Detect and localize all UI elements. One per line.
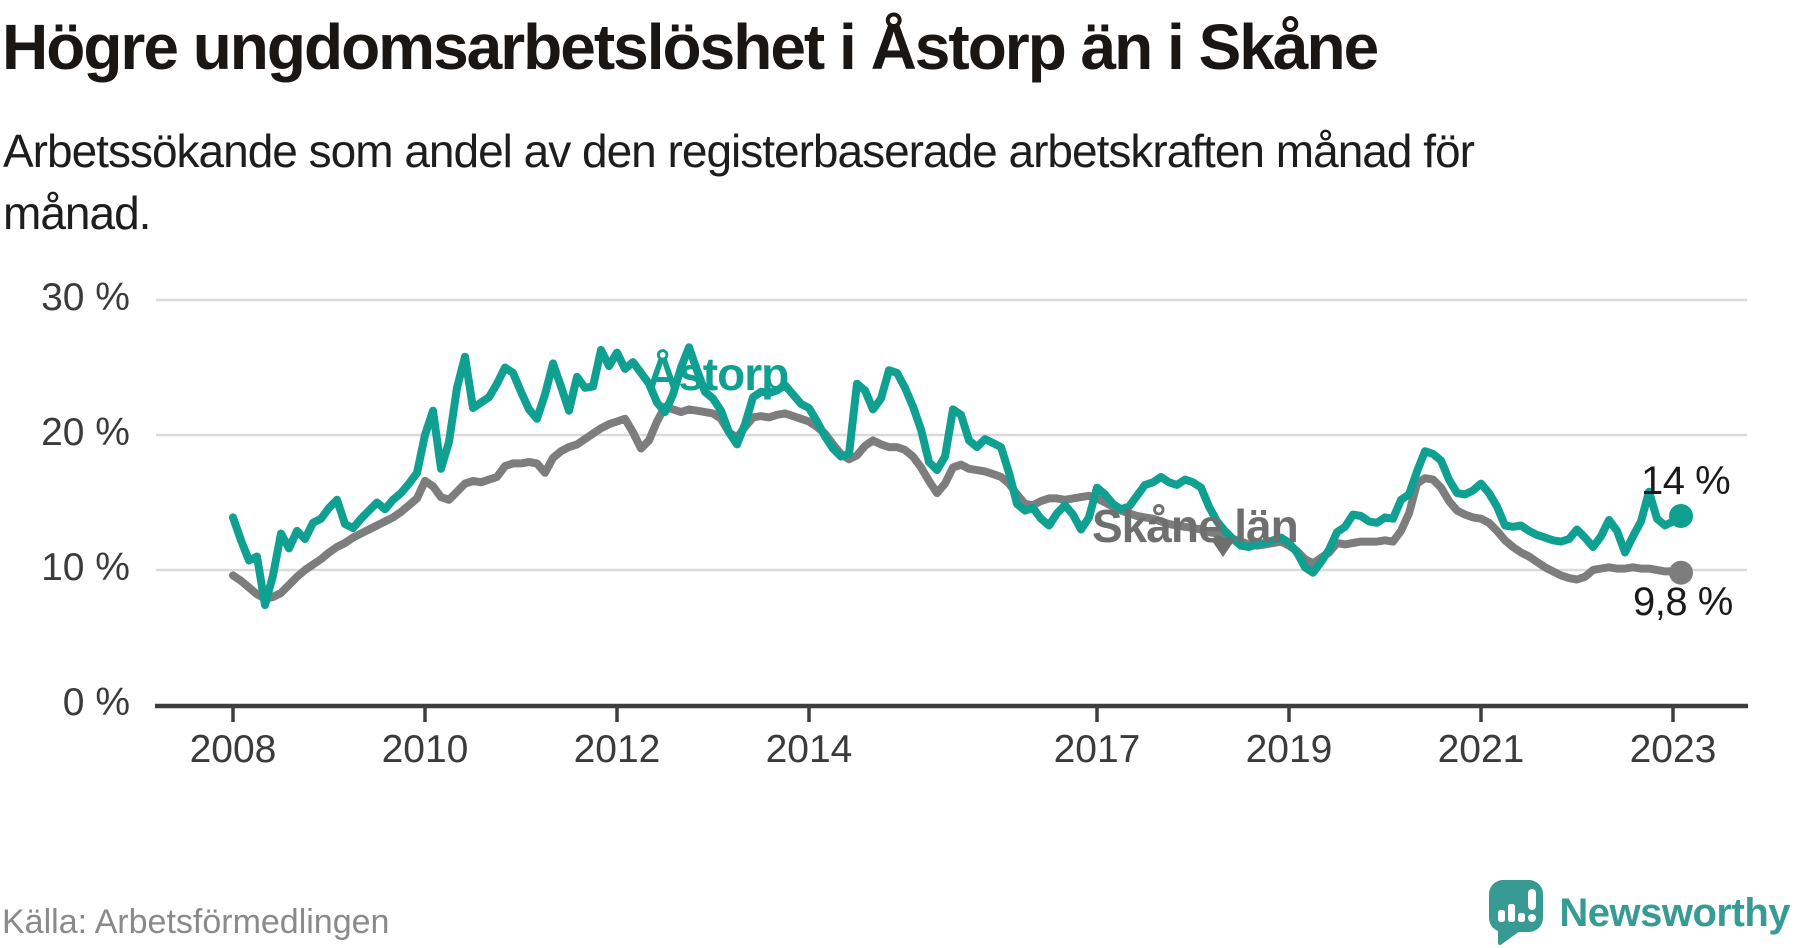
subtitle-line-2: månad. [3,187,151,239]
x-tick-label: 2008 [189,728,277,771]
y-tick-label: 10 % [41,546,130,589]
y-tick-label: 30 % [41,276,130,319]
source-note: Källa: Arbetsförmedlingen [2,903,390,941]
x-tick-label: 2012 [573,728,661,771]
x-tick-label: 2014 [765,728,853,771]
series-line-skane [229,402,1685,603]
subtitle-line-1: Arbetssökande som andel av den registerb… [3,125,1475,177]
x-tick-label: 2021 [1437,728,1525,771]
end-value-label-astorp: 14 % [1641,459,1731,503]
series-end-dot-skane [1669,560,1693,585]
y-tick-label: 20 % [41,411,130,454]
end-value-label-skane: 9,8 % [1633,580,1733,624]
series-label-skane: Skåne län [1092,500,1299,552]
x-tick-label: 2017 [1053,728,1141,771]
x-tick-label: 2019 [1245,728,1333,771]
page-title: Högre ungdomsarbetslöshet i Åstorp än i … [2,11,1379,83]
series-label-astorp: Åstorp [646,348,789,400]
series-end-dot-astorp [1669,504,1693,528]
x-tick-label: 2010 [381,728,469,771]
skane-down-arrow-icon [1210,538,1236,557]
series-line-astorp [229,343,1685,610]
newsworthy-icon [1489,880,1544,946]
x-tick-label: 2023 [1629,728,1717,771]
chart-subtitle: Arbetssökande som andel av den registerb… [3,120,1563,244]
brand-name: Newsworthy [1559,890,1790,935]
brand-logo: Newsworthy [1489,880,1790,946]
y-tick-label: 0 % [62,681,130,724]
